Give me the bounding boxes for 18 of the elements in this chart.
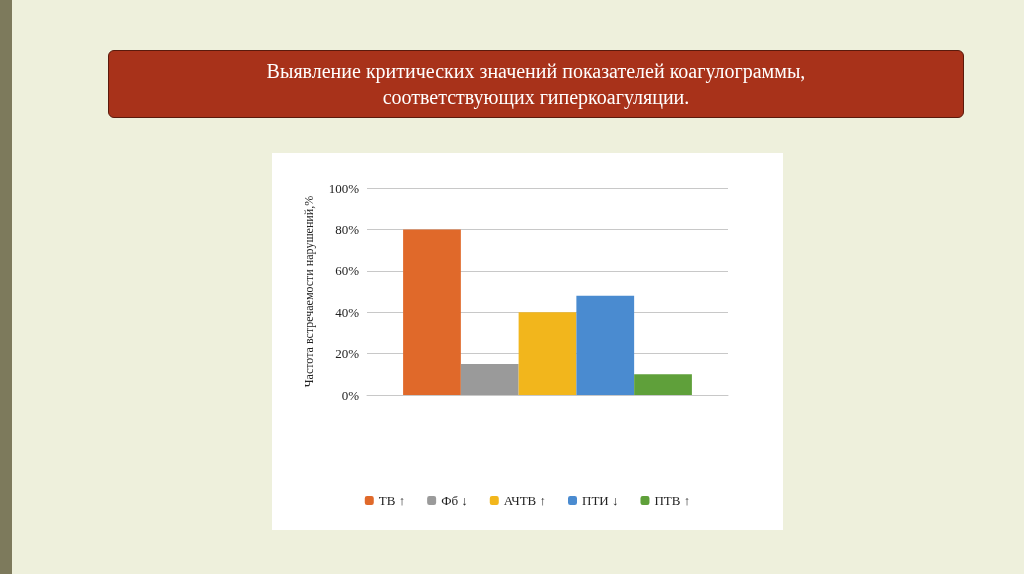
chart-title: Выявление критических значений показателей коагулограммы, соответствующих гиперкоагуляции. bbox=[108, 50, 964, 118]
bar bbox=[460, 363, 519, 395]
legend-label: АЧТВ ↑ bbox=[503, 493, 547, 508]
y-tick-label: 20% bbox=[335, 346, 360, 362]
legend-label: ТВ ↑ bbox=[378, 493, 406, 508]
legend-label: Фб ↓ bbox=[441, 493, 468, 508]
y-tick-label: 100% bbox=[328, 180, 360, 196]
bar bbox=[576, 295, 635, 395]
bar bbox=[403, 229, 461, 395]
bar bbox=[518, 312, 577, 395]
y-axis-title: Частота встречаемости нарушений,% bbox=[302, 195, 316, 388]
bar bbox=[634, 374, 692, 395]
y-tick-label: 80% bbox=[335, 221, 360, 237]
y-tick-label: 40% bbox=[335, 304, 360, 320]
legend-label: ПТИ ↓ bbox=[582, 493, 619, 508]
y-tick-label: 0% bbox=[341, 387, 360, 403]
y-tick-label: 60% bbox=[335, 263, 360, 279]
legend-label: ПТВ ↑ bbox=[654, 493, 691, 508]
